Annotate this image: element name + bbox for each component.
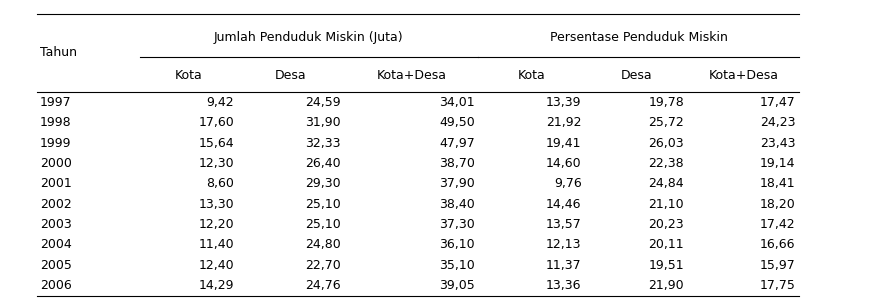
Text: 24,59: 24,59 — [306, 96, 341, 109]
Text: 22,38: 22,38 — [648, 157, 684, 170]
Text: 2004: 2004 — [39, 238, 72, 251]
Text: 2003: 2003 — [39, 218, 72, 231]
Text: 12,13: 12,13 — [546, 238, 582, 251]
Text: 36,10: 36,10 — [439, 238, 475, 251]
Text: 2000: 2000 — [39, 157, 72, 170]
Text: 25,72: 25,72 — [648, 116, 684, 129]
Text: 22,70: 22,70 — [305, 259, 341, 271]
Text: 13,57: 13,57 — [546, 218, 582, 231]
Text: Persentase Penduduk Miskin: Persentase Penduduk Miskin — [550, 31, 728, 44]
Text: 47,97: 47,97 — [439, 137, 475, 150]
Text: 19,78: 19,78 — [648, 96, 684, 109]
Text: 20,23: 20,23 — [648, 218, 684, 231]
Text: 21,92: 21,92 — [546, 116, 582, 129]
Text: Tahun: Tahun — [39, 47, 77, 59]
Text: 9,42: 9,42 — [207, 96, 234, 109]
Text: Kota: Kota — [174, 69, 202, 82]
Text: 49,50: 49,50 — [439, 116, 475, 129]
Text: 38,70: 38,70 — [439, 157, 475, 170]
Text: 1998: 1998 — [39, 116, 72, 129]
Text: 14,46: 14,46 — [546, 198, 582, 211]
Text: 1999: 1999 — [39, 137, 72, 150]
Text: 12,40: 12,40 — [198, 259, 234, 271]
Text: 8,60: 8,60 — [207, 177, 234, 190]
Text: 18,20: 18,20 — [760, 198, 796, 211]
Text: 14,60: 14,60 — [546, 157, 582, 170]
Text: 24,84: 24,84 — [648, 177, 684, 190]
Text: 15,97: 15,97 — [760, 259, 796, 271]
Text: 11,37: 11,37 — [546, 259, 582, 271]
Text: 19,14: 19,14 — [760, 157, 796, 170]
Text: 39,05: 39,05 — [439, 279, 475, 292]
Text: 2006: 2006 — [39, 279, 72, 292]
Text: 11,40: 11,40 — [198, 238, 234, 251]
Text: 17,75: 17,75 — [760, 279, 796, 292]
Text: Kota+Desa: Kota+Desa — [376, 69, 446, 82]
Text: 9,76: 9,76 — [553, 177, 582, 190]
Text: 2002: 2002 — [39, 198, 72, 211]
Text: 14,29: 14,29 — [198, 279, 234, 292]
Text: 25,10: 25,10 — [305, 218, 341, 231]
Text: 13,39: 13,39 — [546, 96, 582, 109]
Text: 24,23: 24,23 — [760, 116, 796, 129]
Text: 13,30: 13,30 — [198, 198, 234, 211]
Text: 18,41: 18,41 — [760, 177, 796, 190]
Text: 19,51: 19,51 — [648, 259, 684, 271]
Text: 2005: 2005 — [39, 259, 72, 271]
Text: 20,11: 20,11 — [648, 238, 684, 251]
Text: 19,41: 19,41 — [546, 137, 582, 150]
Text: 29,30: 29,30 — [306, 177, 341, 190]
Text: Jumlah Penduduk Miskin (Juta): Jumlah Penduduk Miskin (Juta) — [214, 31, 404, 44]
Text: 2001: 2001 — [39, 177, 72, 190]
Text: 15,64: 15,64 — [198, 137, 234, 150]
Text: Desa: Desa — [275, 69, 307, 82]
Text: 17,47: 17,47 — [760, 96, 796, 109]
Text: 13,36: 13,36 — [546, 279, 582, 292]
Text: 37,30: 37,30 — [439, 218, 475, 231]
Text: 21,90: 21,90 — [648, 279, 684, 292]
Text: 24,80: 24,80 — [305, 238, 341, 251]
Text: 1997: 1997 — [39, 96, 72, 109]
Text: 21,10: 21,10 — [648, 198, 684, 211]
Text: 38,40: 38,40 — [439, 198, 475, 211]
Text: 26,40: 26,40 — [306, 157, 341, 170]
Text: 17,42: 17,42 — [760, 218, 796, 231]
Text: 12,20: 12,20 — [198, 218, 234, 231]
Text: 31,90: 31,90 — [306, 116, 341, 129]
Text: 24,76: 24,76 — [306, 279, 341, 292]
Text: 35,10: 35,10 — [439, 259, 475, 271]
Text: Kota: Kota — [518, 69, 545, 82]
Text: 32,33: 32,33 — [306, 137, 341, 150]
Text: Kota+Desa: Kota+Desa — [708, 69, 779, 82]
Text: 34,01: 34,01 — [439, 96, 475, 109]
Text: 23,43: 23,43 — [760, 137, 796, 150]
Text: Desa: Desa — [620, 69, 653, 82]
Text: 12,30: 12,30 — [198, 157, 234, 170]
Text: 37,90: 37,90 — [439, 177, 475, 190]
Text: 25,10: 25,10 — [305, 198, 341, 211]
Text: 17,60: 17,60 — [198, 116, 234, 129]
Text: 26,03: 26,03 — [648, 137, 684, 150]
Text: 16,66: 16,66 — [760, 238, 796, 251]
